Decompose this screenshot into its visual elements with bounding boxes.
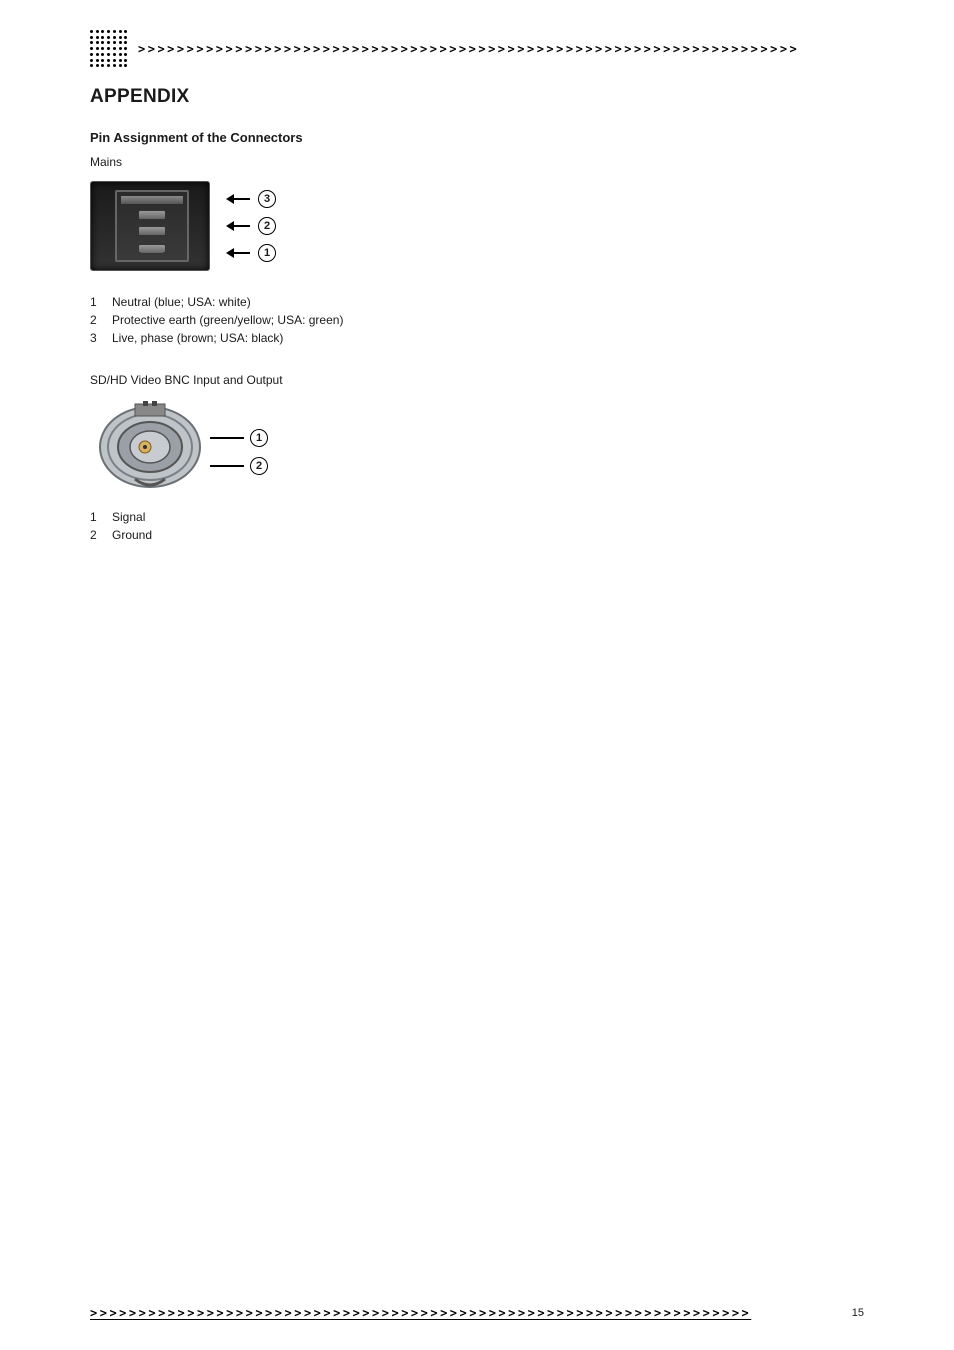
legend-row: 1 Neutral (blue; USA: white) [90,293,864,311]
mains-socket-illustration [90,181,210,271]
callout-row: 1 [228,244,276,262]
page-header: >>>>>>>>>>>>>>>>>>>>>>>>>>>>>>>>>>>>>>>>… [90,30,864,68]
legend-row: 3 Live, phase (brown; USA: black) [90,329,864,347]
section-heading: Pin Assignment of the Connectors [90,130,864,145]
circled-number: 1 [258,244,276,262]
mains-callouts: 3 2 1 [228,190,276,262]
legend-text: Signal [112,508,145,526]
circled-number: 3 [258,190,276,208]
legend-number: 1 [90,508,100,526]
callout-row: 2 [210,457,268,475]
legend-text: Neutral (blue; USA: white) [112,293,251,311]
circled-number: 1 [250,429,268,447]
arrow-left-icon [228,252,250,254]
legend-text: Ground [112,526,152,544]
legend-row: 2 Ground [90,526,864,544]
circled-number: 2 [250,457,268,475]
legend-row: 1 Signal [90,508,864,526]
page-title: APPENDIX [90,86,864,108]
callout-row: 1 [210,429,268,447]
footer-chevrons: >>>>>>>>>>>>>>>>>>>>>>>>>>>>>>>>>>>>>>>>… [90,1306,844,1320]
callout-row: 3 [228,190,276,208]
bnc-figure: 1 2 [90,399,280,494]
arrow-left-icon [228,198,250,200]
page-number: 15 [852,1307,864,1319]
header-chevrons: >>>>>>>>>>>>>>>>>>>>>>>>>>>>>>>>>>>>>>>>… [138,42,864,56]
legend-text: Live, phase (brown; USA: black) [112,329,283,347]
bnc-legend: 1 Signal 2 Ground [90,508,864,544]
legend-number: 2 [90,526,100,544]
legend-row: 2 Protective earth (green/yellow; USA: g… [90,311,864,329]
arrow-left-icon [228,225,250,227]
bnc-label: SD/HD Video BNC Input and Output [90,373,864,387]
mains-label: Mains [90,155,864,169]
legend-number: 3 [90,329,100,347]
mains-legend: 1 Neutral (blue; USA: white) 2 Protectiv… [90,293,864,347]
circled-number: 2 [258,217,276,235]
mains-figure: 3 2 1 [90,181,864,271]
legend-number: 1 [90,293,100,311]
legend-text: Protective earth (green/yellow; USA: gre… [112,311,343,329]
bnc-callouts: 1 2 [210,429,268,475]
legend-number: 2 [90,311,100,329]
logo-dot-grid [90,30,128,68]
callout-line [210,437,244,439]
bnc-connector-illustration [90,399,220,494]
callout-row: 2 [228,217,276,235]
page-footer: >>>>>>>>>>>>>>>>>>>>>>>>>>>>>>>>>>>>>>>>… [90,1306,864,1320]
callout-line [210,465,244,467]
